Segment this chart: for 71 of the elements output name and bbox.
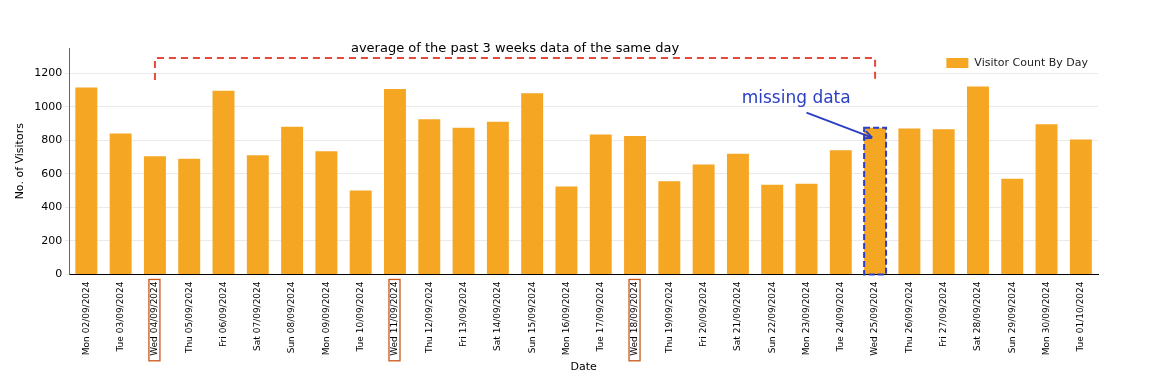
bar [932,129,955,274]
x-tick-label: Tue 24/09/2024 [835,281,846,353]
x-tick-label: Thu 05/09/2024 [183,281,194,355]
bar [1069,139,1092,274]
x-tick-label: Mon 30/09/2024 [1040,281,1051,356]
bar [521,93,544,274]
bar [384,89,406,274]
bar [75,87,98,274]
bar [452,127,475,274]
bar [418,119,441,274]
y-tick-label: 400 [41,200,63,214]
annotation: missing data [741,86,851,107]
bar [761,184,784,274]
x-tick-label: Sun 22/09/2024 [766,281,777,354]
bar [143,156,166,274]
x-tick-label: Thu 12/09/2024 [423,281,434,355]
x-axis-title: Date [570,360,597,374]
bar [658,181,681,274]
x-tick-label: Mon 02/09/2024 [80,281,91,356]
y-tick-label: 800 [41,133,63,147]
bar [795,183,818,274]
x-tick-label: Wed 04/09/2024 [149,281,160,356]
x-tick-label: Mon 09/09/2024 [320,281,331,356]
x-tick-label: Tue 10/09/2024 [355,281,366,353]
bar [212,90,235,274]
x-tick-label: Thu 26/09/2024 [903,281,914,355]
bar [1001,178,1024,274]
x-tick-label: Fri 27/09/2024 [938,281,949,347]
bar [726,153,749,274]
y-tick-label: 200 [41,233,63,247]
x-tick-label: Wed 18/09/2024 [629,281,640,356]
x-tick-label: Tue 01/10/2024 [1075,281,1086,353]
y-tick-label: 600 [41,166,63,180]
bar [555,186,578,274]
bar [281,126,304,274]
legend-label: Visitor Count By Day [974,55,1089,69]
x-tick-label: Fri 06/09/2024 [217,281,228,347]
x-tick-label: Tue 03/09/2024 [114,281,125,353]
x-tick-label: Wed 11/09/2024 [389,281,400,356]
x-tick-label: Mon 23/09/2024 [800,281,811,356]
bar [315,151,338,274]
x-tick-label: Fri 20/09/2024 [697,281,708,347]
x-tick-label: Sat 28/09/2024 [972,281,983,351]
x-tick-label: Mon 16/09/2024 [560,281,571,356]
bar [624,136,647,274]
x-tick-label: Thu 19/09/2024 [663,281,674,355]
x-tick-label: Sat 07/09/2024 [252,281,263,351]
x-tick-label: Sat 14/09/2024 [492,281,503,351]
x-tick-label: Tue 17/09/2024 [595,281,606,353]
bar [898,128,921,274]
x-tick-label: Sun 08/09/2024 [286,281,297,354]
y-tick-label: 0 [55,267,63,281]
bar [178,158,201,274]
bar [246,155,269,274]
bar [967,86,989,274]
annotation: average of the past 3 weeks data of the same day [350,40,680,55]
x-tick-label: Sun 29/09/2024 [1006,281,1017,354]
x-tick-label: Wed 25/09/2024 [869,281,880,356]
y-tick-label: 1000 [34,99,63,113]
bar [349,190,372,274]
x-tick-label: Fri 13/09/2024 [457,281,468,347]
x-tick-label: Sat 21/09/2024 [732,281,743,351]
bar [829,150,852,274]
bar [589,134,612,274]
bar [486,121,509,274]
y-axis-title: No. of Visitors [13,122,27,200]
bar [1035,124,1058,274]
bar [692,164,715,274]
y-tick-label: 1200 [34,66,63,80]
bar [109,133,132,274]
x-tick-label: Sun 15/09/2024 [526,281,537,354]
